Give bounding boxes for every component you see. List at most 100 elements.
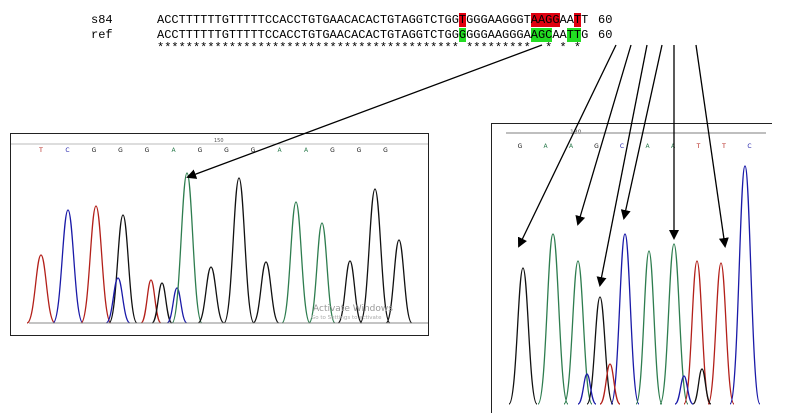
- base-37: *: [422, 41, 431, 55]
- base-5: T: [192, 13, 201, 27]
- base-18: C: [286, 28, 294, 42]
- left-base-8: G: [251, 147, 256, 154]
- base-51: T: [523, 13, 531, 27]
- base-13: *: [250, 41, 258, 55]
- base-44: G: [473, 28, 481, 42]
- base-33: *: [394, 41, 402, 55]
- base-22: *: [315, 41, 323, 55]
- base-33: T: [394, 28, 402, 42]
- right-peak-2: [563, 260, 593, 405]
- base-19: C: [293, 28, 301, 42]
- base-18: C: [286, 13, 294, 27]
- base-57: A: [566, 13, 574, 27]
- right-peak-10: [599, 363, 621, 405]
- row-name-ref: ref: [91, 28, 113, 42]
- base-5: *: [192, 41, 201, 55]
- base-40: G: [444, 28, 452, 42]
- base-9: G: [221, 28, 229, 42]
- base-30: C: [372, 13, 380, 27]
- base-56: *: [559, 41, 567, 55]
- left-peak-3: [108, 214, 138, 324]
- left-peak-6: [151, 282, 173, 324]
- base-16: C: [272, 13, 280, 27]
- left-chromatogram: 150 T C G G G A G G G A A G G G Activate Windows Go t…: [11, 138, 428, 324]
- right-base-5: A: [645, 143, 650, 150]
- base-7: T: [207, 28, 215, 42]
- right-base-9: C: [747, 143, 751, 150]
- base-15: C: [264, 28, 273, 42]
- base-55: A: [552, 28, 560, 42]
- left-base-13: G: [383, 147, 388, 154]
- base-45: G: [480, 13, 488, 27]
- base-35: G: [408, 28, 416, 42]
- base-30: *: [372, 41, 380, 55]
- base-42: T: [458, 13, 467, 27]
- consensus-stars: ****************************************…: [157, 41, 581, 55]
- base-48: G: [502, 28, 510, 42]
- base-32: G: [387, 13, 395, 27]
- right-peak-3: [586, 296, 614, 405]
- base-54: *: [545, 41, 553, 55]
- right-peak-1: [537, 233, 569, 405]
- base-26: C: [343, 13, 352, 27]
- base-12: T: [243, 13, 251, 27]
- left-base-5: A: [171, 147, 176, 154]
- base-14: T: [257, 28, 265, 42]
- base-4: T: [185, 28, 193, 42]
- base-8: T: [214, 13, 222, 27]
- base-27: A: [351, 28, 359, 42]
- base-5: T: [192, 28, 201, 42]
- right-peak-8: [707, 262, 735, 405]
- base-31: T: [379, 28, 388, 42]
- base-6: T: [200, 13, 208, 27]
- base-43: G: [466, 13, 474, 27]
- base-29: A: [365, 13, 373, 27]
- watermark-title: Activate Windows: [313, 304, 393, 314]
- base-52: [531, 41, 538, 55]
- base-11: T: [236, 13, 244, 27]
- sequence-ref: ACCTTTTTTGTTTTTCCACCTGTGAACACACTGTAGGTCT…: [157, 28, 588, 42]
- base-43: G: [466, 28, 474, 42]
- base-8: *: [214, 41, 222, 55]
- base-34: *: [401, 41, 409, 55]
- right-base-0: G: [518, 143, 523, 150]
- base-59: T: [581, 13, 589, 27]
- base-10: T: [228, 13, 237, 27]
- base-46: A: [487, 13, 495, 27]
- left-peak-2: [80, 205, 112, 324]
- base-2: C: [171, 13, 179, 27]
- base-47: *: [494, 41, 503, 55]
- left-base-10: A: [304, 147, 309, 154]
- base-0: A: [157, 28, 165, 42]
- base-52: A: [530, 13, 538, 27]
- base-23: G: [322, 13, 330, 27]
- base-49: G: [509, 13, 517, 27]
- right-traces: [508, 165, 761, 405]
- base-9: G: [221, 13, 229, 27]
- base-59: G: [581, 28, 589, 42]
- right-peak-4: [610, 233, 640, 405]
- base-4: T: [185, 13, 193, 27]
- base-16: C: [272, 28, 280, 42]
- base-30: C: [372, 28, 380, 42]
- right-peak-0: [508, 267, 538, 405]
- right-base-3: G: [594, 143, 599, 150]
- base-45: *: [480, 41, 488, 55]
- base-35: G: [408, 13, 416, 27]
- right-base-1: A: [543, 143, 548, 150]
- right-base-2: A: [569, 143, 574, 150]
- base-52: A: [530, 28, 538, 42]
- right-peak-9: [729, 165, 761, 405]
- right-peak-6: [659, 243, 689, 405]
- base-49: *: [509, 41, 517, 55]
- base-14: T: [257, 13, 265, 27]
- base-43: *: [466, 41, 474, 55]
- base-28: C: [358, 13, 366, 27]
- right-peak-12: [577, 373, 597, 405]
- right-base-8: T: [721, 143, 726, 150]
- base-36: *: [415, 41, 423, 55]
- base-26: C: [343, 28, 352, 42]
- base-0: A: [157, 13, 165, 27]
- left-peak-15: [359, 188, 391, 324]
